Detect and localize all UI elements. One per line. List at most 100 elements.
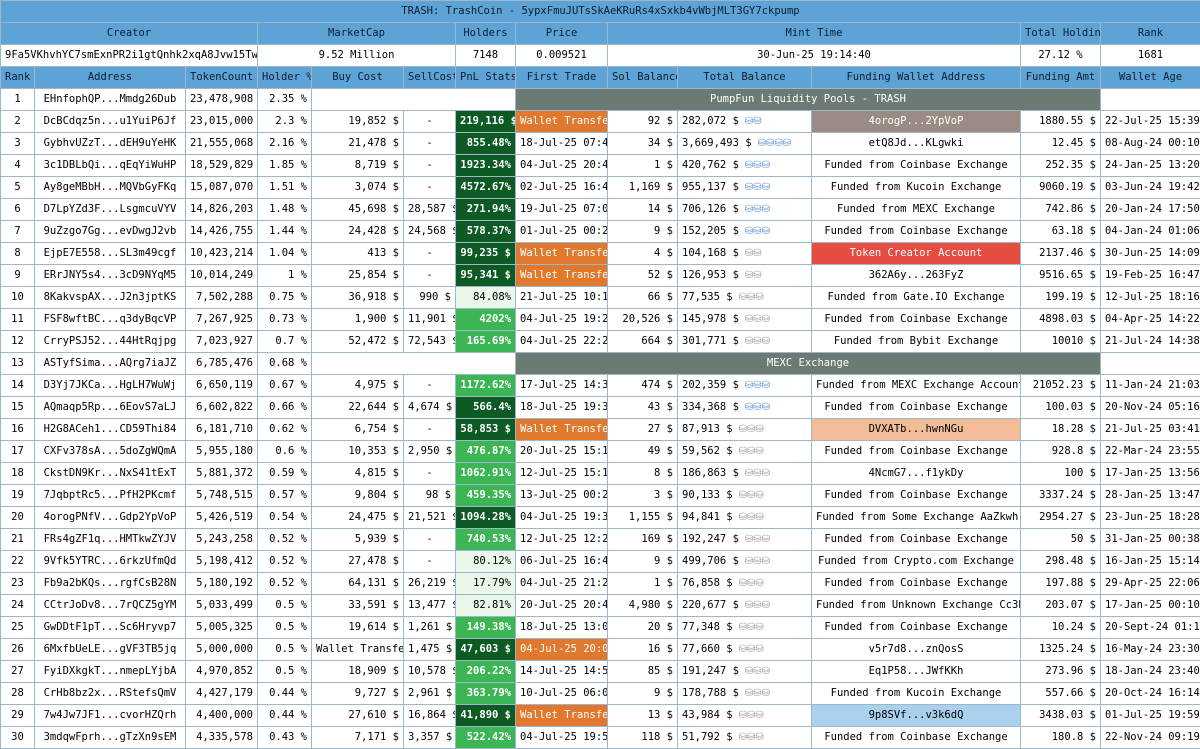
token-holdings-icon[interactable]: ⛁⛁ [739, 116, 762, 127]
funding-wallet-cell[interactable]: v5r7d8...znQosS [812, 639, 1021, 661]
column-header-rank[interactable]: Rank [1, 67, 35, 89]
token-holdings-icon[interactable]: ⛁⛁⛁ [739, 314, 770, 325]
creator-value[interactable]: 9Fa5VKhvhYC7smExnPR2i1gtQnhk2xqA8Jvw15Tw… [1, 45, 258, 67]
funding-wallet-cell[interactable]: Funded from Crypto.com Exchange [812, 551, 1021, 573]
funding-wallet-cell[interactable]: Funded from Coinbase Exchange [812, 221, 1021, 243]
address-link[interactable]: CCtrJoDv8...7rQCZ5gYM [35, 595, 186, 617]
funding-wallet-cell[interactable]: Funded from Coinbase Exchange [812, 485, 1021, 507]
column-header-wallet-age[interactable]: Wallet Age [1101, 67, 1200, 89]
address-link[interactable]: D3Yj7JKCa...HgLH7WuWj [35, 375, 186, 397]
funding-wallet-cell[interactable]: Funded from Some Exchange AaZkwh [812, 507, 1021, 529]
token-holdings-icon[interactable]: ⛁⛁⛁ [739, 160, 770, 171]
address-link[interactable]: EHnfophQP...Mmdg26Dub [35, 89, 186, 111]
funding-wallet-cell[interactable]: 9p8SVf...v3k6dQ [812, 705, 1021, 727]
column-header-sol-balance[interactable]: Sol Balance [608, 67, 678, 89]
token-holdings-icon[interactable]: ⛁⛁⛁ [733, 292, 764, 303]
token-holdings-icon[interactable]: ⛁⛁⛁ [739, 556, 770, 567]
funding-wallet-cell[interactable]: Funded from Kucoin Exchange [812, 683, 1021, 705]
token-holdings-icon[interactable]: ⛁⛁⛁ [733, 622, 764, 633]
token-holdings-icon[interactable]: ⛁⛁⛁ [739, 182, 770, 193]
token-holdings-icon[interactable]: ⛁⛁⛁ [739, 666, 770, 677]
column-header-tokencount[interactable]: TokenCount [186, 67, 258, 89]
funding-wallet-cell[interactable]: 4orogP...2YpVoP [812, 111, 1021, 133]
address-link[interactable]: AQmaqp5Rp...6EovS7aLJ [35, 397, 186, 419]
address-link[interactable]: ERrJNY5s4...3cD9NYqM5 [35, 265, 186, 287]
address-link[interactable]: H2G8ACeh1...CD59Thi84 [35, 419, 186, 441]
token-holdings-icon[interactable]: ⛁⛁⛁⛁ [752, 138, 792, 149]
token-holdings-icon[interactable]: ⛁⛁⛁ [733, 732, 764, 743]
token-holdings-icon[interactable]: ⛁⛁⛁ [733, 490, 764, 501]
funding-wallet-cell[interactable]: 4NcmG7...f1ykDy [812, 463, 1021, 485]
token-holdings-icon[interactable]: ⛁⛁ [739, 248, 762, 259]
address-link[interactable]: DcBCdqz5n...u1YuiP6Jf [35, 111, 186, 133]
funding-wallet-cell[interactable]: Funded from Bybit Exchange [812, 331, 1021, 353]
address-link[interactable]: GwDDtF1pT...Sc6Hryvp7 [35, 617, 186, 639]
funding-wallet-cell[interactable]: Funded from Coinbase Exchange [812, 441, 1021, 463]
token-holdings-icon[interactable]: ⛁⛁⛁ [739, 534, 770, 545]
funding-wallet-cell[interactable]: Funded from Coinbase Exchange [812, 727, 1021, 749]
funding-wallet-cell[interactable]: Funded from Coinbase Exchange [812, 155, 1021, 177]
token-holdings-icon[interactable]: ⛁⛁⛁ [739, 204, 770, 215]
column-header-funding-wallet-address[interactable]: Funding Wallet Address [812, 67, 1021, 89]
funding-wallet-cell[interactable]: Funded from Coinbase Exchange [812, 397, 1021, 419]
address-link[interactable]: FSF8wftBC...q3dyBqcVP [35, 309, 186, 331]
column-header-funding-amt[interactable]: Funding Amt [1021, 67, 1101, 89]
address-link[interactable]: 3mdqwFprh...gTzXn9sEM [35, 727, 186, 749]
token-holdings-icon[interactable]: ⛁⛁⛁ [739, 402, 770, 413]
funding-wallet-cell[interactable]: Eq1P58...JWfKKh [812, 661, 1021, 683]
funding-wallet-cell[interactable]: Funded from Kucoin Exchange [812, 177, 1021, 199]
funding-wallet-cell[interactable]: Funded from Coinbase Exchange [812, 529, 1021, 551]
address-link[interactable]: CkstDN9Kr...NxS41tExT [35, 463, 186, 485]
token-holdings-icon[interactable]: ⛁⛁⛁ [733, 512, 764, 523]
token-holdings-icon[interactable]: ⛁⛁ [739, 270, 762, 281]
address-link[interactable]: 8KakvspAX...J2n3jptKS [35, 287, 186, 309]
address-link[interactable]: 9Vfk5YTRC...6rkzUfmQd [35, 551, 186, 573]
token-holdings-icon[interactable]: ⛁⛁⛁ [739, 468, 770, 479]
address-link[interactable]: 3c1DBLbQi...qEqYiWuHP [35, 155, 186, 177]
token-holdings-icon[interactable]: ⛁⛁⛁ [733, 644, 764, 655]
funding-wallet-cell[interactable]: Funded from Unknown Exchange Cc3bpP [812, 595, 1021, 617]
column-header-address[interactable]: Address [35, 67, 186, 89]
funding-wallet-cell[interactable]: Token Creator Account [812, 243, 1021, 265]
funding-wallet-cell[interactable]: Funded from Gate.IO Exchange [812, 287, 1021, 309]
token-holdings-icon[interactable]: ⛁⛁⛁ [733, 710, 764, 721]
token-holdings-icon[interactable]: ⛁⛁⛁ [739, 688, 770, 699]
column-header-buy-cost[interactable]: Buy Cost [312, 67, 404, 89]
address-link[interactable]: FRs4gZF1q...HMTkwZYJV [35, 529, 186, 551]
token-holdings-icon[interactable]: ⛁⛁⛁ [739, 600, 770, 611]
address-link[interactable]: CrHb8bz2x...RStefsQmV [35, 683, 186, 705]
token-holdings-icon[interactable]: ⛁⛁⛁ [733, 424, 764, 435]
column-header-holder[interactable]: Holder % [258, 67, 312, 89]
address-link[interactable]: 9uZzgo7Gg...evDwgJ2vb [35, 221, 186, 243]
address-link[interactable]: FyiDXkgkT...nmepLYjbA [35, 661, 186, 683]
token-holdings-icon[interactable]: ⛁⛁⛁ [733, 446, 764, 457]
address-link[interactable]: ASTyfSima...AQrg7iaJZ [35, 353, 186, 375]
address-link[interactable]: GybhvUZzT...dEH9uYeHK [35, 133, 186, 155]
address-link[interactable]: CrryPSJ52...44HtRqjpg [35, 331, 186, 353]
funding-wallet-cell[interactable]: Funded from Coinbase Exchange [812, 617, 1021, 639]
column-header-pnl-stats[interactable]: PnL Stats [456, 67, 516, 89]
funding-wallet-cell[interactable]: etQ8Jd...KLgwki [812, 133, 1021, 155]
funding-wallet-cell[interactable]: Funded from Coinbase Exchange [812, 573, 1021, 595]
funding-wallet-cell[interactable]: Funded from MEXC Exchange Account [812, 375, 1021, 397]
column-header-first-trade[interactable]: First Trade [516, 67, 608, 89]
address-link[interactable]: D7LpYZd3F...LsgmcuVYV [35, 199, 186, 221]
address-link[interactable]: 6MxfbUeLE...gVF3TB5jq [35, 639, 186, 661]
address-link[interactable]: Fb9a2bKQs...rgfCsB28N [35, 573, 186, 595]
address-link[interactable]: Ay8geMBbH...MQVbGyFKq [35, 177, 186, 199]
token-holdings-icon[interactable]: ⛁⛁⛁ [739, 226, 770, 237]
funding-wallet-cell[interactable]: Funded from Coinbase Exchange [812, 309, 1021, 331]
funding-wallet-cell[interactable]: Funded from MEXC Exchange [812, 199, 1021, 221]
address-link[interactable]: 7w4Jw7JF1...cvorHZQrh [35, 705, 186, 727]
column-header-total-balance[interactable]: Total Balance [678, 67, 812, 89]
column-header-sellcost[interactable]: SellCost [404, 67, 456, 89]
token-holdings-icon[interactable]: ⛁⛁⛁ [733, 578, 764, 589]
address-link[interactable]: 7JqbptRc5...PfH2PKcmf [35, 485, 186, 507]
address-link[interactable]: EjpE7E558...SL3m49cgf [35, 243, 186, 265]
funding-wallet-cell[interactable]: DVXATb...hwnNGu [812, 419, 1021, 441]
token-holdings-icon[interactable]: ⛁⛁⛁ [739, 336, 770, 347]
address-link[interactable]: CXFv378sA...5doZgWQmA [35, 441, 186, 463]
address-link[interactable]: 4orogPNfV...Gdp2YpVoP [35, 507, 186, 529]
token-holdings-icon[interactable]: ⛁⛁⛁ [739, 380, 770, 391]
funding-wallet-cell[interactable]: 362A6y...263FyZ [812, 265, 1021, 287]
